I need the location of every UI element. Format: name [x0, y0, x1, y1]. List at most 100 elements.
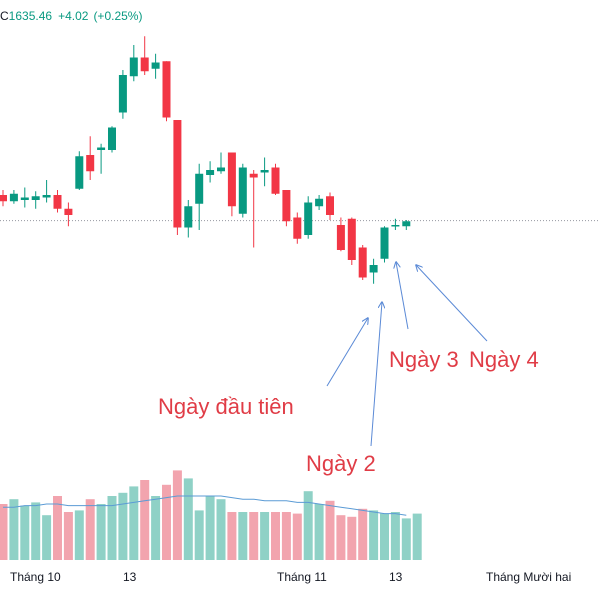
- candle-body: [238, 167, 247, 214]
- volume-bars: [0, 470, 422, 560]
- volume-bar: [314, 504, 324, 560]
- volume-bar: [401, 518, 411, 560]
- volume-bar: [358, 508, 368, 560]
- candle-body: [162, 61, 171, 118]
- candle: [282, 190, 291, 227]
- candle-body: [391, 225, 400, 227]
- candle-body: [358, 247, 367, 278]
- candle: [64, 202, 73, 227]
- candle: [249, 170, 258, 248]
- candle: [227, 152, 236, 217]
- volume-bar: [292, 513, 302, 560]
- candle: [293, 212, 302, 244]
- price-header: C1635.46 +4.02 (+0.25%): [0, 9, 142, 23]
- candle: [195, 163, 204, 230]
- candle-body: [380, 227, 389, 259]
- candle: [326, 192, 334, 220]
- annotation-arrow: [416, 265, 488, 342]
- volume-bar: [249, 512, 259, 560]
- volume-bar: [183, 478, 193, 560]
- volume-bar: [0, 504, 8, 560]
- x-tick-label: Tháng 11: [277, 570, 327, 584]
- volume-bar: [63, 512, 73, 560]
- candle-body: [118, 75, 127, 113]
- volume-bar: [129, 486, 139, 560]
- volume-bar: [238, 512, 248, 560]
- candle-body: [402, 221, 411, 227]
- x-tick-label: 13: [389, 570, 403, 584]
- candle-body: [9, 193, 18, 202]
- annotation-label: Ngày 2: [306, 451, 376, 476]
- candle-body: [282, 190, 291, 222]
- candle-body: [184, 206, 193, 228]
- x-tick-label: Tháng Mười hai: [486, 570, 571, 584]
- candle-body: [206, 170, 215, 175]
- volume-bar: [96, 504, 106, 560]
- candle: [53, 190, 62, 213]
- volume-ma-line: [3, 495, 407, 516]
- volume-bar: [74, 510, 84, 560]
- volume-bar: [162, 484, 171, 560]
- candle-body: [195, 173, 204, 204]
- candle: [140, 36, 149, 75]
- candle: [9, 190, 18, 204]
- candle-body: [336, 225, 345, 250]
- candle: [391, 218, 400, 230]
- candle: [304, 196, 313, 239]
- candle-body: [249, 173, 258, 178]
- candle: [347, 217, 356, 265]
- candle: [184, 200, 193, 238]
- candle: [271, 163, 280, 195]
- candle: [0, 190, 7, 207]
- candle-body: [129, 57, 138, 77]
- candles: [0, 36, 411, 284]
- candle: [173, 120, 182, 235]
- candle-body: [304, 202, 313, 235]
- candle: [217, 152, 225, 174]
- volume-bar: [118, 492, 128, 560]
- candle-body: [271, 167, 280, 194]
- candle-body: [97, 147, 106, 150]
- candle: [20, 187, 29, 208]
- candle-body: [347, 218, 356, 260]
- candle-body: [86, 155, 95, 172]
- change-value: +4.02: [58, 9, 89, 23]
- candle: [151, 53, 160, 79]
- volume-bar: [227, 512, 237, 560]
- volume-bar: [107, 496, 117, 560]
- volume-bar: [31, 502, 41, 560]
- candle-body: [315, 198, 324, 207]
- candle-body: [140, 57, 149, 72]
- volume-bar: [194, 510, 204, 560]
- candle-body: [42, 195, 51, 198]
- annotation-label: Ngày đầu tiên: [158, 394, 294, 419]
- volume-bar: [20, 505, 30, 560]
- volume-bar: [205, 496, 215, 560]
- volume-bar: [140, 480, 150, 560]
- candle-body: [293, 217, 302, 239]
- candle-body: [75, 156, 84, 189]
- candle: [42, 180, 51, 203]
- volume-bar: [281, 512, 291, 560]
- candle-body: [108, 127, 116, 150]
- volume-bar: [347, 516, 357, 560]
- volume-bar: [42, 515, 52, 560]
- candle-body: [369, 265, 378, 273]
- volume-bar: [151, 496, 161, 560]
- candle: [31, 191, 40, 209]
- volume-bar: [412, 513, 422, 560]
- volume-bar: [260, 512, 270, 560]
- candle: [129, 45, 138, 82]
- candle: [86, 136, 95, 180]
- candle: [380, 226, 389, 263]
- close-label: C: [0, 9, 9, 23]
- x-tick-label: 13: [123, 570, 137, 584]
- candle-body: [31, 196, 40, 200]
- volume-bar: [380, 513, 389, 560]
- candle: [336, 217, 345, 252]
- x-axis: Tháng 10 13 Tháng 11 13 Tháng Mười hai: [10, 570, 571, 584]
- candle: [260, 157, 269, 187]
- candle: [108, 126, 116, 153]
- candle: [162, 61, 171, 122]
